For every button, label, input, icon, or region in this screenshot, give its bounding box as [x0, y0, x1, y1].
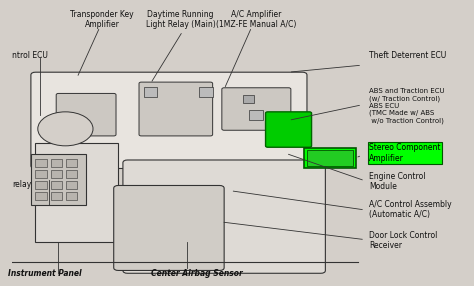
Bar [144, 87, 157, 97]
Text: A/C Control Assembly
(Automatic A/C): A/C Control Assembly (Automatic A/C) [369, 200, 452, 219]
Bar [36, 143, 118, 242]
Text: Daytime Running
Light Relay (Main): Daytime Running Light Relay (Main) [146, 10, 215, 29]
FancyBboxPatch shape [304, 148, 356, 168]
FancyBboxPatch shape [222, 88, 291, 130]
Text: Theft Deterrent ECU: Theft Deterrent ECU [369, 51, 447, 60]
FancyBboxPatch shape [114, 186, 224, 271]
Text: Stereo Component
Amplifier: Stereo Component Amplifier [369, 143, 441, 163]
FancyBboxPatch shape [31, 72, 307, 168]
Bar [249, 110, 263, 120]
Bar [66, 181, 77, 189]
Text: Instrument Panel: Instrument Panel [8, 269, 82, 278]
Text: Engine Control
Module: Engine Control Module [369, 172, 426, 191]
Text: A/C Amplifier
(1MZ-FE Manual A/C): A/C Amplifier (1MZ-FE Manual A/C) [216, 10, 297, 29]
Text: ntrol ECU: ntrol ECU [12, 51, 48, 60]
Text: Center Airbag Sensor: Center Airbag Sensor [151, 269, 242, 278]
Bar [31, 154, 86, 205]
FancyBboxPatch shape [307, 150, 354, 166]
Bar [36, 181, 47, 189]
FancyBboxPatch shape [265, 112, 311, 147]
Bar [66, 159, 77, 167]
Circle shape [38, 112, 93, 146]
FancyBboxPatch shape [139, 82, 213, 136]
Bar [51, 170, 62, 178]
Bar [51, 192, 62, 200]
Bar [243, 95, 254, 103]
Bar [36, 159, 47, 167]
Bar [36, 170, 47, 178]
FancyBboxPatch shape [123, 160, 325, 273]
Bar [199, 87, 213, 97]
Bar [51, 181, 62, 189]
Text: ABS and Traction ECU
(w/ Traction Control)
ABS ECU
(TMC Made w/ ABS
 w/o Tractio: ABS and Traction ECU (w/ Traction Contro… [369, 88, 445, 124]
Bar [36, 192, 47, 200]
Text: Door Lock Control
Receiver: Door Lock Control Receiver [369, 231, 438, 251]
Bar [51, 159, 62, 167]
Text: relay: relay [12, 180, 32, 188]
Text: Transponder Key
Amplifier: Transponder Key Amplifier [71, 10, 134, 29]
FancyBboxPatch shape [56, 94, 116, 136]
Bar [66, 192, 77, 200]
Bar [66, 170, 77, 178]
